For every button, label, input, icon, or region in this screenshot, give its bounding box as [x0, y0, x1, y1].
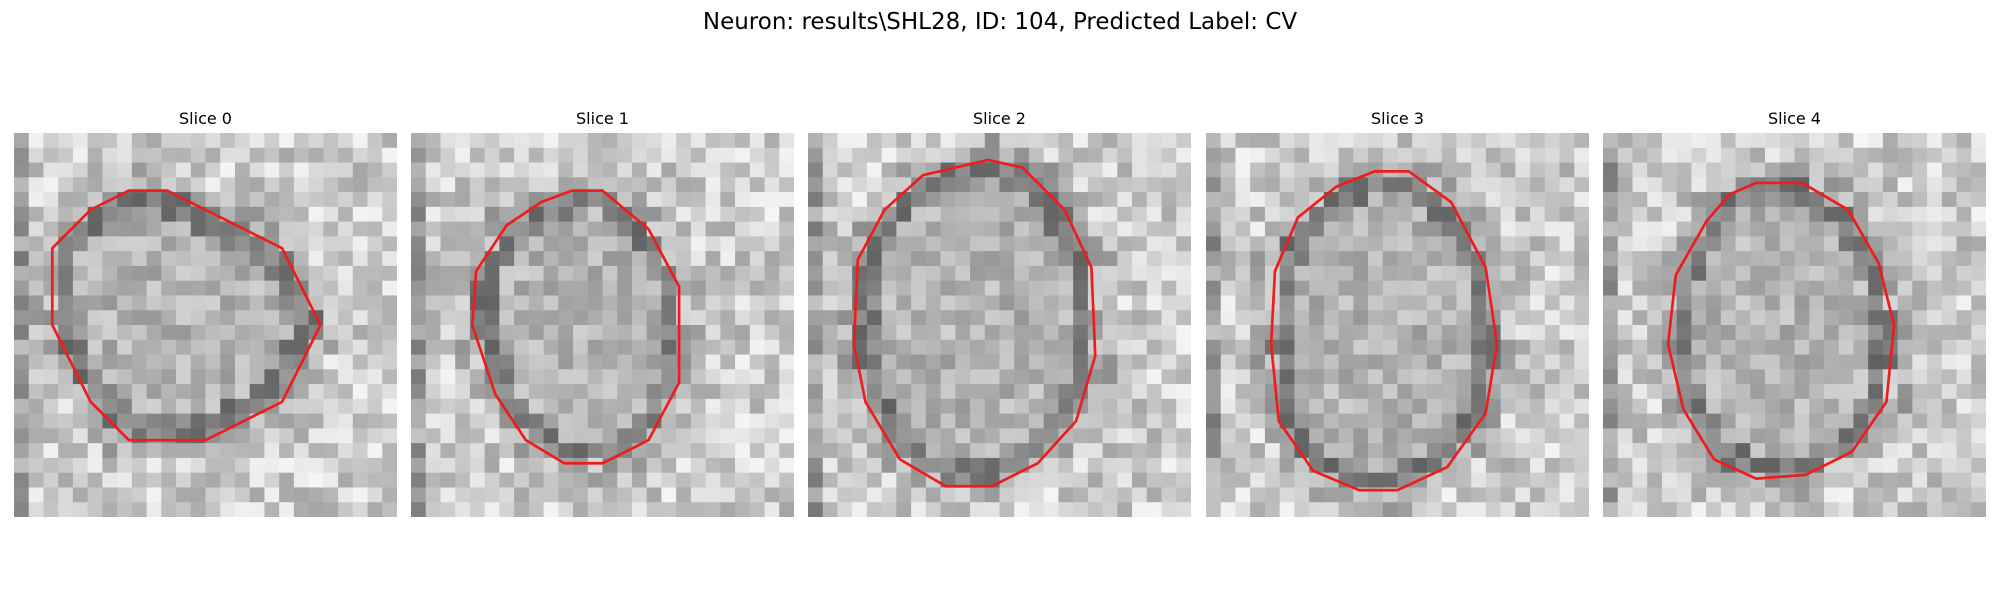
slice-1-image — [411, 133, 794, 517]
slice-3-neuron-contour — [1269, 170, 1499, 492]
slice-image-panel-2 — [808, 133, 1191, 517]
slice-1-neuron-contour — [470, 189, 681, 465]
slice-1-pixels — [411, 133, 794, 517]
slice-2-image — [808, 133, 1191, 517]
slice-0-pixels — [14, 133, 397, 517]
slice-image-panel-1 — [411, 133, 794, 517]
slice-4-pixels — [1603, 133, 1986, 517]
panel-title-slice-2: Slice 2 — [973, 109, 1026, 128]
slice-image-panel-4 — [1603, 133, 1986, 517]
slice-3-image — [1206, 133, 1589, 517]
panel-title-slice-3: Slice 3 — [1371, 109, 1424, 128]
panel-title-slice-4: Slice 4 — [1768, 109, 1821, 128]
figure-suptitle: Neuron: results\SHL28, ID: 104, Predicte… — [702, 9, 1298, 35]
slice-4-neuron-contour — [1666, 181, 1896, 480]
slice-image-panel-3 — [1206, 133, 1589, 517]
slice-0-neuron-contour — [50, 189, 322, 442]
slice-3-pixels — [1206, 133, 1589, 517]
slice-0-image — [14, 133, 397, 517]
slice-2-neuron-contour — [852, 158, 1097, 488]
panel-title-slice-0: Slice 0 — [179, 109, 232, 128]
panel-title-slice-1: Slice 1 — [576, 109, 629, 128]
slice-image-panel-0 — [14, 133, 397, 517]
slice-4-image — [1603, 133, 1986, 517]
slice-2-pixels — [808, 133, 1191, 517]
